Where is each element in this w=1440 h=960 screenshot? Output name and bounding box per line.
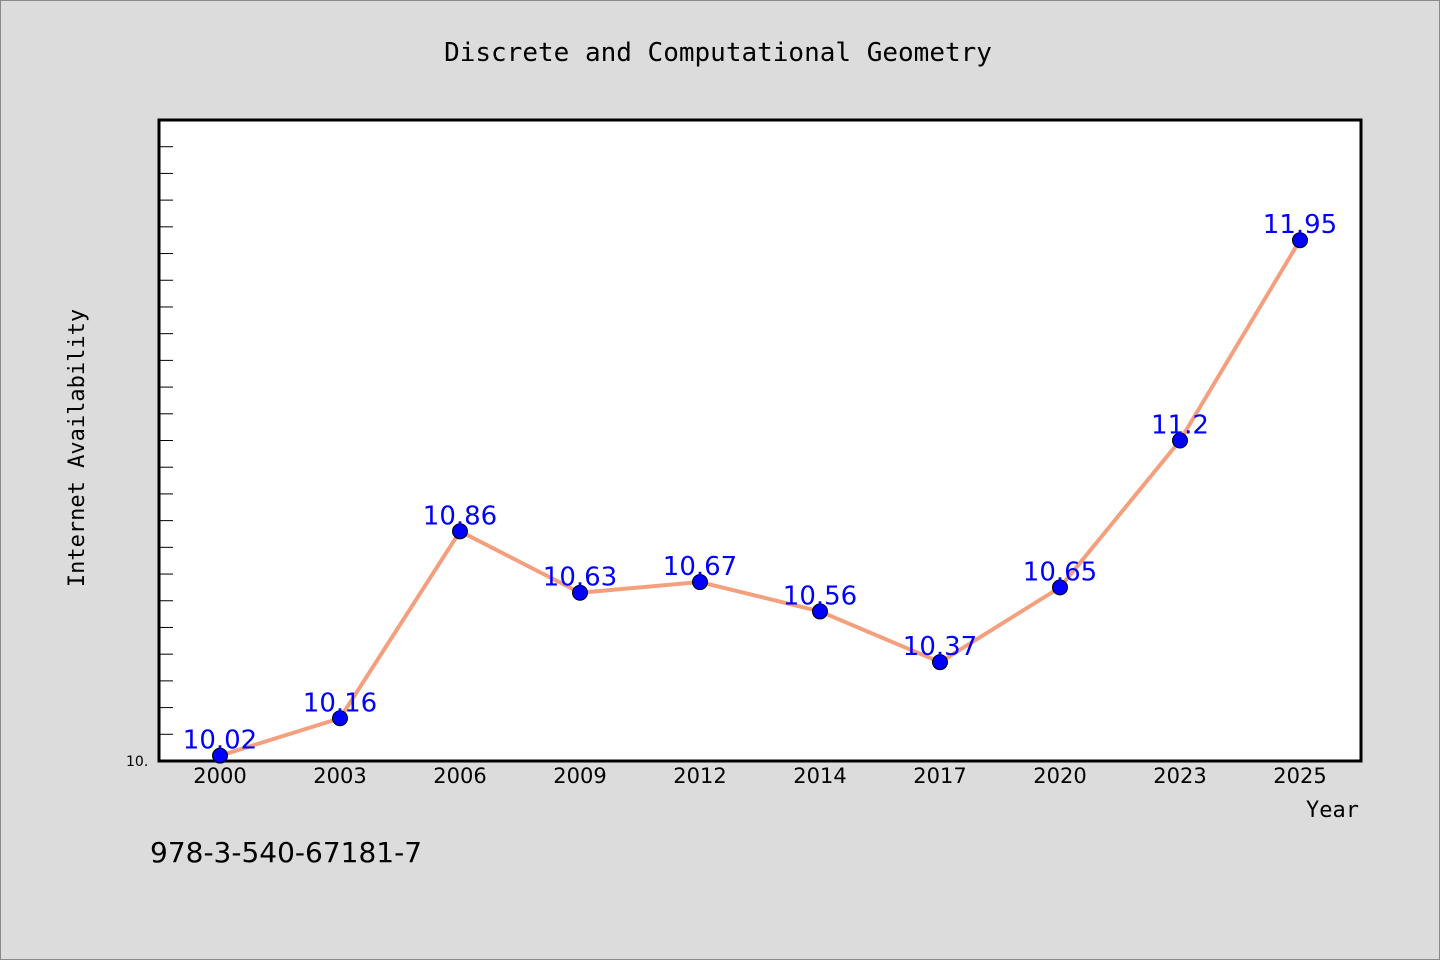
x-tick-label: 2020: [1033, 764, 1086, 788]
data-label: 11.2: [1151, 411, 1209, 441]
data-label: 10.65: [1023, 557, 1097, 587]
x-axis-label: Year: [1306, 798, 1359, 823]
data-point: [1172, 432, 1188, 449]
data-label: 10.37: [903, 632, 977, 662]
series-line: [219, 239, 1302, 758]
y-axis-ticks: [159, 146, 173, 762]
x-tick-label: 2017: [913, 764, 966, 788]
data-label: 10.16: [303, 688, 377, 718]
data-point: [812, 603, 828, 620]
x-tick-labels: 2000 2003 2006 2009 2012 2014 2017 2020 2023 2025: [193, 764, 1326, 788]
data-label: 11.95: [1263, 210, 1337, 240]
data-point: [332, 710, 348, 727]
data-labels: 10.02 10.16 10.86 10.63 10.67 10.56 10.37 10.65…: [183, 210, 1337, 755]
x-tick-label: 2014: [793, 764, 846, 788]
y-axis-label: Internet Availability: [65, 309, 90, 587]
data-point: [692, 574, 708, 591]
data-point: [212, 747, 228, 764]
data-label: 10.67: [663, 552, 737, 582]
x-tick-label: 2006: [433, 764, 486, 788]
data-label: 10.02: [183, 726, 257, 756]
data-point: [452, 523, 468, 540]
x-tick-label: 2025: [1273, 764, 1326, 788]
data-point: [572, 584, 588, 601]
data-point: [1052, 579, 1068, 596]
x-tick-label: 2009: [553, 764, 606, 788]
data-point: [1292, 232, 1308, 249]
series-1: [219, 239, 1302, 758]
x-tick-label: 2023: [1153, 764, 1206, 788]
data-label: 10.56: [783, 581, 857, 611]
x-tick-label: 2003: [313, 764, 366, 788]
isbn-text: 978-3-540-67181-7: [150, 836, 422, 869]
y-tick-label: 10.: [126, 754, 148, 770]
data-point: [932, 654, 948, 671]
data-points: [212, 232, 1308, 764]
plot-area: [157, 118, 1363, 763]
x-tick-label: 2012: [673, 764, 726, 788]
chart-title: Discrete and Computational Geometry: [444, 38, 992, 68]
x-tick-label: 2000: [193, 764, 246, 788]
data-label: 10.86: [423, 501, 497, 531]
data-label: 10.63: [543, 563, 617, 593]
